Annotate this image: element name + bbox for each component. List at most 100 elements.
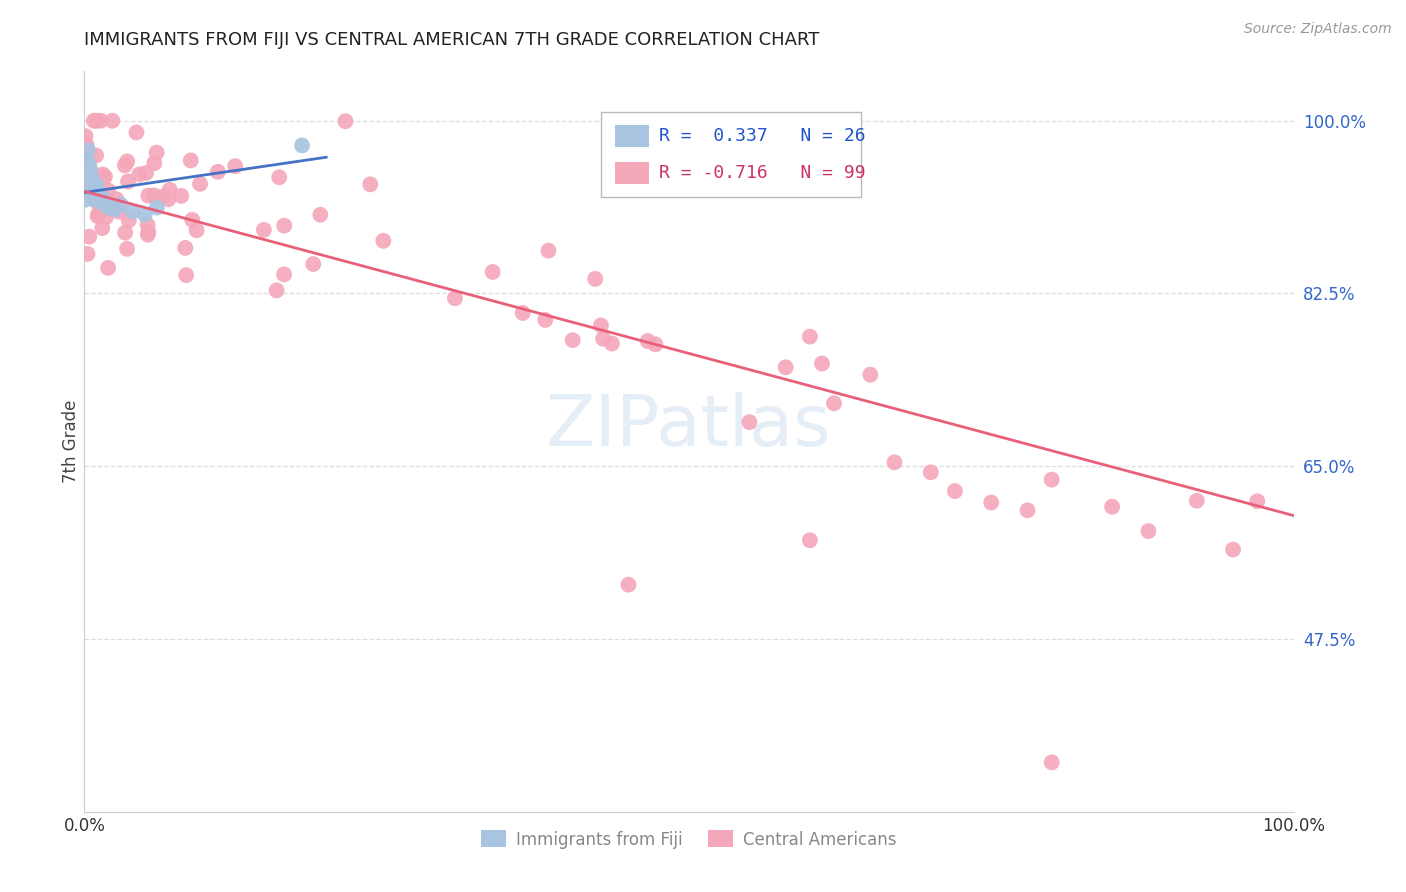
Point: [859, 368, 882, 382]
Point: [181, 212, 204, 227]
Point: [138, 225, 160, 239]
Point: [96, 210, 118, 224]
Point: [101, 113, 124, 128]
Point: [76, 153, 98, 168]
Point: [97, 201, 120, 215]
Point: [83, 181, 105, 195]
Point: [1246, 494, 1268, 508]
Text: R = -0.716   N = 99: R = -0.716 N = 99: [659, 164, 865, 182]
Point: [589, 318, 612, 333]
Point: [108, 204, 131, 219]
Point: [89, 194, 111, 209]
Point: [309, 208, 332, 222]
Point: [775, 360, 797, 375]
Point: [75, 148, 97, 162]
Point: [76, 138, 98, 153]
Point: [118, 213, 141, 227]
Point: [91, 172, 114, 186]
Point: [77, 229, 100, 244]
Point: [103, 202, 125, 216]
Point: [145, 145, 167, 160]
Point: [207, 165, 229, 179]
Legend: Immigrants from Fiji, Central Americans: Immigrants from Fiji, Central Americans: [475, 823, 903, 855]
Point: [617, 577, 640, 591]
Point: [77, 144, 100, 158]
Point: [86, 185, 108, 199]
Point: [920, 465, 942, 479]
Point: [86, 113, 108, 128]
Point: [128, 167, 150, 181]
Point: [77, 147, 100, 161]
Point: [273, 268, 295, 282]
Point: [159, 183, 181, 197]
Point: [174, 241, 197, 255]
Point: [811, 357, 834, 371]
Point: [302, 257, 325, 271]
Point: [125, 125, 148, 139]
Text: IMMIGRANTS FROM FIJI VS CENTRAL AMERICAN 7TH GRADE CORRELATION CHART: IMMIGRANTS FROM FIJI VS CENTRAL AMERICAN…: [84, 31, 820, 49]
Text: ZIPatlas: ZIPatlas: [546, 392, 832, 461]
Point: [91, 221, 114, 235]
Point: [444, 291, 467, 305]
Point: [105, 192, 128, 206]
Point: [86, 209, 108, 223]
Point: [75, 140, 97, 154]
Point: [115, 242, 138, 256]
Point: [534, 313, 557, 327]
FancyBboxPatch shape: [600, 112, 860, 197]
Point: [75, 184, 97, 198]
Point: [97, 183, 120, 197]
Point: [180, 153, 202, 168]
Point: [121, 204, 143, 219]
Point: [512, 306, 534, 320]
Point: [114, 226, 136, 240]
Point: [174, 268, 197, 282]
Point: [269, 170, 291, 185]
Point: [157, 192, 180, 206]
Point: [291, 138, 314, 153]
Point: [170, 189, 193, 203]
Point: [75, 193, 97, 207]
Point: [823, 396, 845, 410]
Point: [943, 484, 966, 499]
Point: [224, 159, 246, 173]
Point: [135, 166, 157, 180]
Point: [1101, 500, 1123, 514]
Point: [136, 188, 159, 202]
Point: [97, 260, 120, 275]
Point: [94, 169, 117, 184]
Point: [561, 333, 583, 347]
Point: [143, 156, 166, 170]
Point: [77, 168, 100, 182]
Point: [84, 148, 107, 162]
Point: [583, 272, 606, 286]
Y-axis label: 7th Grade: 7th Grade: [62, 400, 80, 483]
Point: [799, 329, 821, 343]
Point: [537, 244, 560, 258]
Point: [373, 234, 395, 248]
Point: [117, 174, 139, 188]
Point: [87, 206, 110, 220]
Point: [76, 178, 98, 192]
Point: [90, 113, 112, 128]
Point: [1040, 756, 1063, 770]
Point: [91, 191, 114, 205]
Point: [146, 201, 169, 215]
Point: [75, 129, 97, 144]
Point: [738, 415, 761, 429]
Point: [136, 218, 159, 232]
Point: [359, 178, 381, 192]
Point: [94, 197, 117, 211]
Point: [143, 188, 166, 202]
Point: [84, 194, 107, 209]
Point: [644, 337, 666, 351]
Point: [82, 187, 104, 202]
Point: [1040, 473, 1063, 487]
Point: [77, 183, 100, 197]
Text: R =  0.337   N = 26: R = 0.337 N = 26: [659, 127, 865, 145]
Point: [86, 178, 108, 192]
Point: [91, 171, 114, 186]
Point: [188, 177, 211, 191]
Point: [186, 223, 208, 237]
Point: [114, 158, 136, 172]
